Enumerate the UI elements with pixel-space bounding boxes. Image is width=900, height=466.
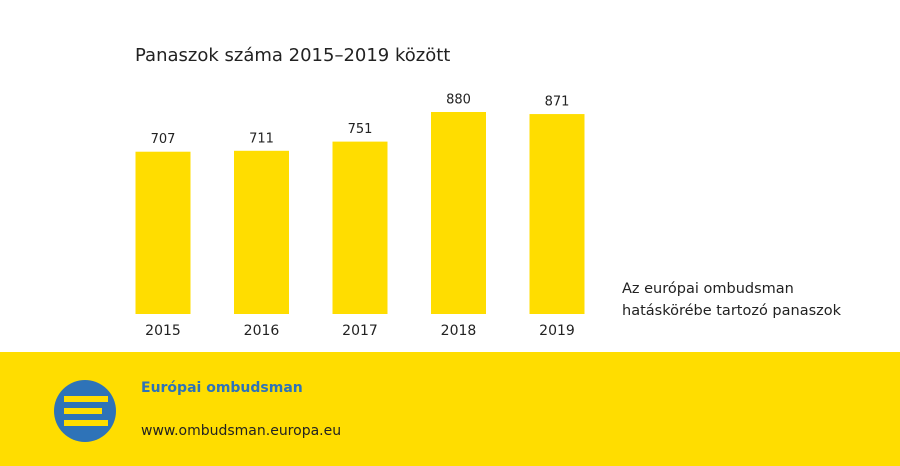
x-tick-label: 2015 xyxy=(145,323,181,339)
bar xyxy=(529,114,585,314)
footer-band xyxy=(0,352,900,466)
x-tick-label: 2017 xyxy=(342,323,378,339)
x-tick-label: 2016 xyxy=(244,323,280,339)
value-label: 880 xyxy=(446,93,471,108)
value-label: 707 xyxy=(151,132,176,147)
value-label: 751 xyxy=(348,122,373,137)
value-label: 871 xyxy=(545,95,570,110)
bar xyxy=(332,141,388,314)
x-tick-label: 2018 xyxy=(441,323,477,339)
bar xyxy=(234,150,289,314)
x-tick-label: 2019 xyxy=(539,323,575,339)
bar xyxy=(135,151,191,314)
logo xyxy=(54,380,116,442)
value-label: 711 xyxy=(249,131,274,146)
footer-url: www.ombudsman.europa.eu xyxy=(141,423,341,439)
bar xyxy=(431,112,486,314)
legend-entry: Az európai ombudsman hatáskörébe tartozó… xyxy=(622,281,842,319)
chart-title: Panaszok száma 2015–2019 között xyxy=(135,45,450,66)
footer-title: Európai ombudsman xyxy=(141,380,303,396)
